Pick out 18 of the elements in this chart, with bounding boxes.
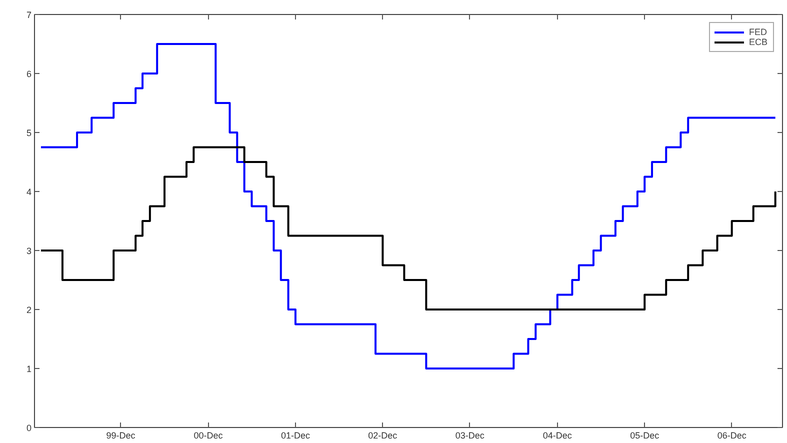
y-tick-label: 2 bbox=[26, 305, 32, 315]
y-tick-label: 5 bbox=[26, 128, 32, 138]
y-tick-label: 7 bbox=[26, 10, 32, 20]
y-tick-label: 0 bbox=[26, 423, 32, 433]
legend-label: ECB bbox=[749, 37, 769, 47]
x-tick-label: 99-Dec bbox=[106, 430, 136, 440]
y-tick-label: 3 bbox=[26, 246, 32, 256]
legend-label: FED bbox=[749, 27, 768, 37]
x-tick-label: 06-Dec bbox=[717, 430, 747, 440]
y-tick-label: 6 bbox=[26, 69, 32, 79]
y-tick-label: 1 bbox=[26, 364, 32, 374]
x-tick-label: 02-Dec bbox=[368, 430, 398, 440]
x-tick-label: 03-Dec bbox=[455, 430, 485, 440]
y-tick-label: 4 bbox=[26, 187, 32, 197]
x-tick-label: 01-Dec bbox=[280, 430, 310, 440]
x-tick-label: 05-Dec bbox=[630, 430, 660, 440]
x-tick-label: 04-Dec bbox=[542, 430, 572, 440]
x-tick-label: 00-Dec bbox=[194, 430, 224, 440]
